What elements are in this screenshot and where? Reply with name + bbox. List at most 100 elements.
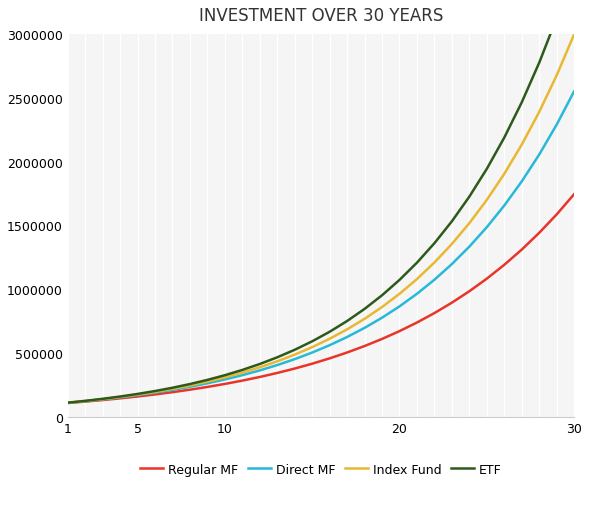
Direct MF bbox=[326, 343, 333, 349]
ETF bbox=[326, 329, 333, 335]
Regular MF bbox=[134, 393, 141, 400]
ETF bbox=[361, 306, 368, 313]
Index Fund bbox=[99, 397, 106, 403]
Index Fund bbox=[309, 345, 316, 351]
Direct MF bbox=[134, 392, 141, 399]
ETF bbox=[221, 373, 229, 379]
ETF bbox=[413, 260, 421, 266]
Line: ETF: ETF bbox=[68, 0, 574, 403]
Index Fund bbox=[413, 276, 421, 282]
Index Fund bbox=[256, 364, 263, 371]
Direct MF bbox=[256, 367, 263, 374]
ETF bbox=[256, 361, 263, 367]
Direct MF bbox=[274, 362, 281, 369]
Regular MF bbox=[448, 300, 455, 306]
Regular MF bbox=[291, 366, 298, 372]
Index Fund bbox=[343, 327, 350, 333]
ETF bbox=[134, 391, 141, 397]
Regular MF bbox=[117, 395, 124, 402]
Index Fund bbox=[466, 221, 473, 227]
Index Fund bbox=[518, 143, 525, 149]
Regular MF bbox=[553, 212, 560, 218]
ETF bbox=[64, 400, 71, 406]
ETF bbox=[99, 396, 106, 402]
Legend: Regular MF, Direct MF, Index Fund, ETF: Regular MF, Direct MF, Index Fund, ETF bbox=[135, 458, 507, 481]
ETF bbox=[309, 338, 316, 345]
ETF bbox=[151, 388, 158, 394]
Regular MF bbox=[413, 320, 421, 326]
Index Fund bbox=[379, 304, 386, 310]
Title: INVESTMENT OVER 30 YEARS: INVESTMENT OVER 30 YEARS bbox=[198, 7, 443, 25]
Direct MF bbox=[343, 334, 350, 341]
Direct MF bbox=[535, 152, 542, 158]
Direct MF bbox=[466, 244, 473, 250]
Index Fund bbox=[535, 109, 542, 116]
Regular MF bbox=[431, 310, 438, 317]
Regular MF bbox=[518, 247, 525, 253]
Index Fund bbox=[204, 379, 211, 385]
Index Fund bbox=[501, 172, 508, 178]
Index Fund bbox=[431, 260, 438, 266]
Regular MF bbox=[571, 192, 578, 198]
Regular MF bbox=[186, 387, 193, 393]
ETF bbox=[379, 293, 386, 299]
Direct MF bbox=[117, 394, 124, 401]
Direct MF bbox=[361, 325, 368, 331]
Direct MF bbox=[483, 224, 490, 231]
ETF bbox=[483, 166, 490, 173]
Direct MF bbox=[431, 277, 438, 283]
Regular MF bbox=[99, 397, 106, 403]
Regular MF bbox=[535, 231, 542, 237]
Regular MF bbox=[379, 336, 386, 343]
Regular MF bbox=[221, 381, 229, 387]
Index Fund bbox=[82, 398, 89, 404]
Line: Regular MF: Regular MF bbox=[68, 195, 574, 403]
Line: Index Fund: Index Fund bbox=[68, 35, 574, 403]
Regular MF bbox=[466, 289, 473, 295]
Direct MF bbox=[82, 399, 89, 405]
Index Fund bbox=[186, 383, 193, 389]
Regular MF bbox=[343, 350, 350, 356]
Index Fund bbox=[448, 241, 455, 247]
Direct MF bbox=[309, 350, 316, 356]
Line: Direct MF: Direct MF bbox=[68, 92, 574, 403]
Direct MF bbox=[204, 381, 211, 387]
Regular MF bbox=[64, 400, 71, 406]
Regular MF bbox=[82, 399, 89, 405]
Index Fund bbox=[221, 375, 229, 381]
ETF bbox=[274, 355, 281, 361]
Direct MF bbox=[239, 373, 246, 379]
ETF bbox=[169, 385, 176, 391]
Index Fund bbox=[134, 392, 141, 398]
ETF bbox=[343, 318, 350, 324]
Direct MF bbox=[221, 377, 229, 383]
Index Fund bbox=[169, 386, 176, 392]
ETF bbox=[466, 194, 473, 201]
Index Fund bbox=[553, 73, 560, 79]
Regular MF bbox=[309, 361, 316, 367]
Direct MF bbox=[501, 203, 508, 209]
Direct MF bbox=[379, 315, 386, 321]
Index Fund bbox=[117, 394, 124, 400]
Index Fund bbox=[326, 336, 333, 342]
Regular MF bbox=[326, 356, 333, 362]
Regular MF bbox=[256, 374, 263, 380]
ETF bbox=[186, 381, 193, 387]
ETF bbox=[518, 100, 525, 106]
ETF bbox=[431, 241, 438, 247]
Index Fund bbox=[274, 358, 281, 364]
Regular MF bbox=[274, 370, 281, 376]
Direct MF bbox=[169, 387, 176, 393]
ETF bbox=[117, 393, 124, 400]
Direct MF bbox=[518, 179, 525, 185]
Regular MF bbox=[396, 328, 403, 334]
Regular MF bbox=[169, 389, 176, 395]
ETF bbox=[239, 367, 246, 373]
ETF bbox=[448, 219, 455, 225]
Index Fund bbox=[396, 291, 403, 297]
Direct MF bbox=[553, 122, 560, 128]
Direct MF bbox=[571, 89, 578, 95]
ETF bbox=[291, 347, 298, 353]
ETF bbox=[204, 377, 211, 383]
Direct MF bbox=[186, 384, 193, 390]
